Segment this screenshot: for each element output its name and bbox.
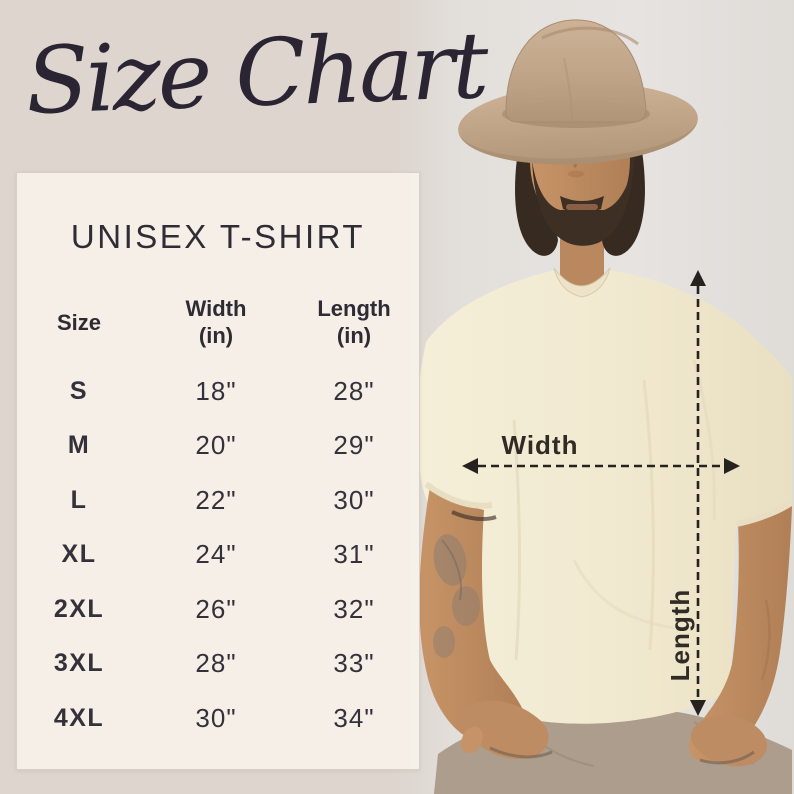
- length-cell: 32": [333, 593, 375, 624]
- column-header-size: Size: [56, 309, 102, 335]
- size-cell: XL: [61, 540, 97, 569]
- tattoos: [433, 510, 497, 658]
- size-cell: L: [70, 485, 88, 514]
- length-measure-label: Length: [665, 588, 695, 682]
- column-header-length: Length (in): [317, 296, 391, 348]
- width-cell: 30": [195, 702, 237, 733]
- length-cell: 28": [333, 375, 375, 406]
- length-cell: 34": [333, 702, 375, 733]
- page-title: Size Chart: [23, 11, 488, 135]
- fedora-hat: [458, 19, 698, 165]
- table-row: 4XL 30" 34": [17, 691, 417, 746]
- width-cell: 20": [195, 430, 237, 461]
- length-arrow: [690, 270, 706, 716]
- measurement-arrows: [462, 270, 740, 716]
- width-cell: 18": [195, 375, 237, 406]
- table-row: M 20" 29": [17, 419, 417, 474]
- table-row: S 18" 28": [17, 364, 417, 419]
- size-cell: 2XL: [53, 594, 105, 623]
- table-header: Size Width (in) Length (in): [17, 295, 417, 349]
- left-arm: [419, 481, 553, 759]
- model-photo: [394, 0, 794, 794]
- table-row: 3XL 28" 33": [17, 637, 417, 692]
- width-cell: 28": [195, 648, 237, 679]
- size-cell: 4XL: [53, 703, 105, 732]
- size-chart-panel: UNISEX T-SHIRT Size Width (in) Length (i…: [16, 172, 420, 770]
- right-arm: [688, 500, 793, 767]
- size-cell: 3XL: [53, 649, 105, 678]
- width-cell: 24": [195, 539, 237, 570]
- width-cell: 22": [195, 484, 237, 515]
- length-cell: 33": [333, 648, 375, 679]
- width-cell: 26": [195, 593, 237, 624]
- length-cell: 30": [333, 484, 375, 515]
- table-row: 2XL 26" 32": [17, 582, 417, 637]
- table-row: L 22" 30": [17, 473, 417, 528]
- column-header-width: Width (in): [185, 296, 247, 348]
- size-cell: M: [67, 431, 91, 460]
- length-cell: 29": [333, 430, 375, 461]
- size-cell: S: [69, 376, 89, 405]
- panel-heading: UNISEX T-SHIRT: [70, 218, 366, 255]
- table-row: XL 24" 31": [17, 528, 417, 583]
- width-measure-label: Width: [501, 430, 579, 460]
- size-table-rows: S 18" 28" M 20" 29" L 22" 30" XL 24" 31"…: [17, 364, 417, 746]
- width-arrow: [462, 458, 740, 474]
- length-cell: 31": [333, 539, 375, 570]
